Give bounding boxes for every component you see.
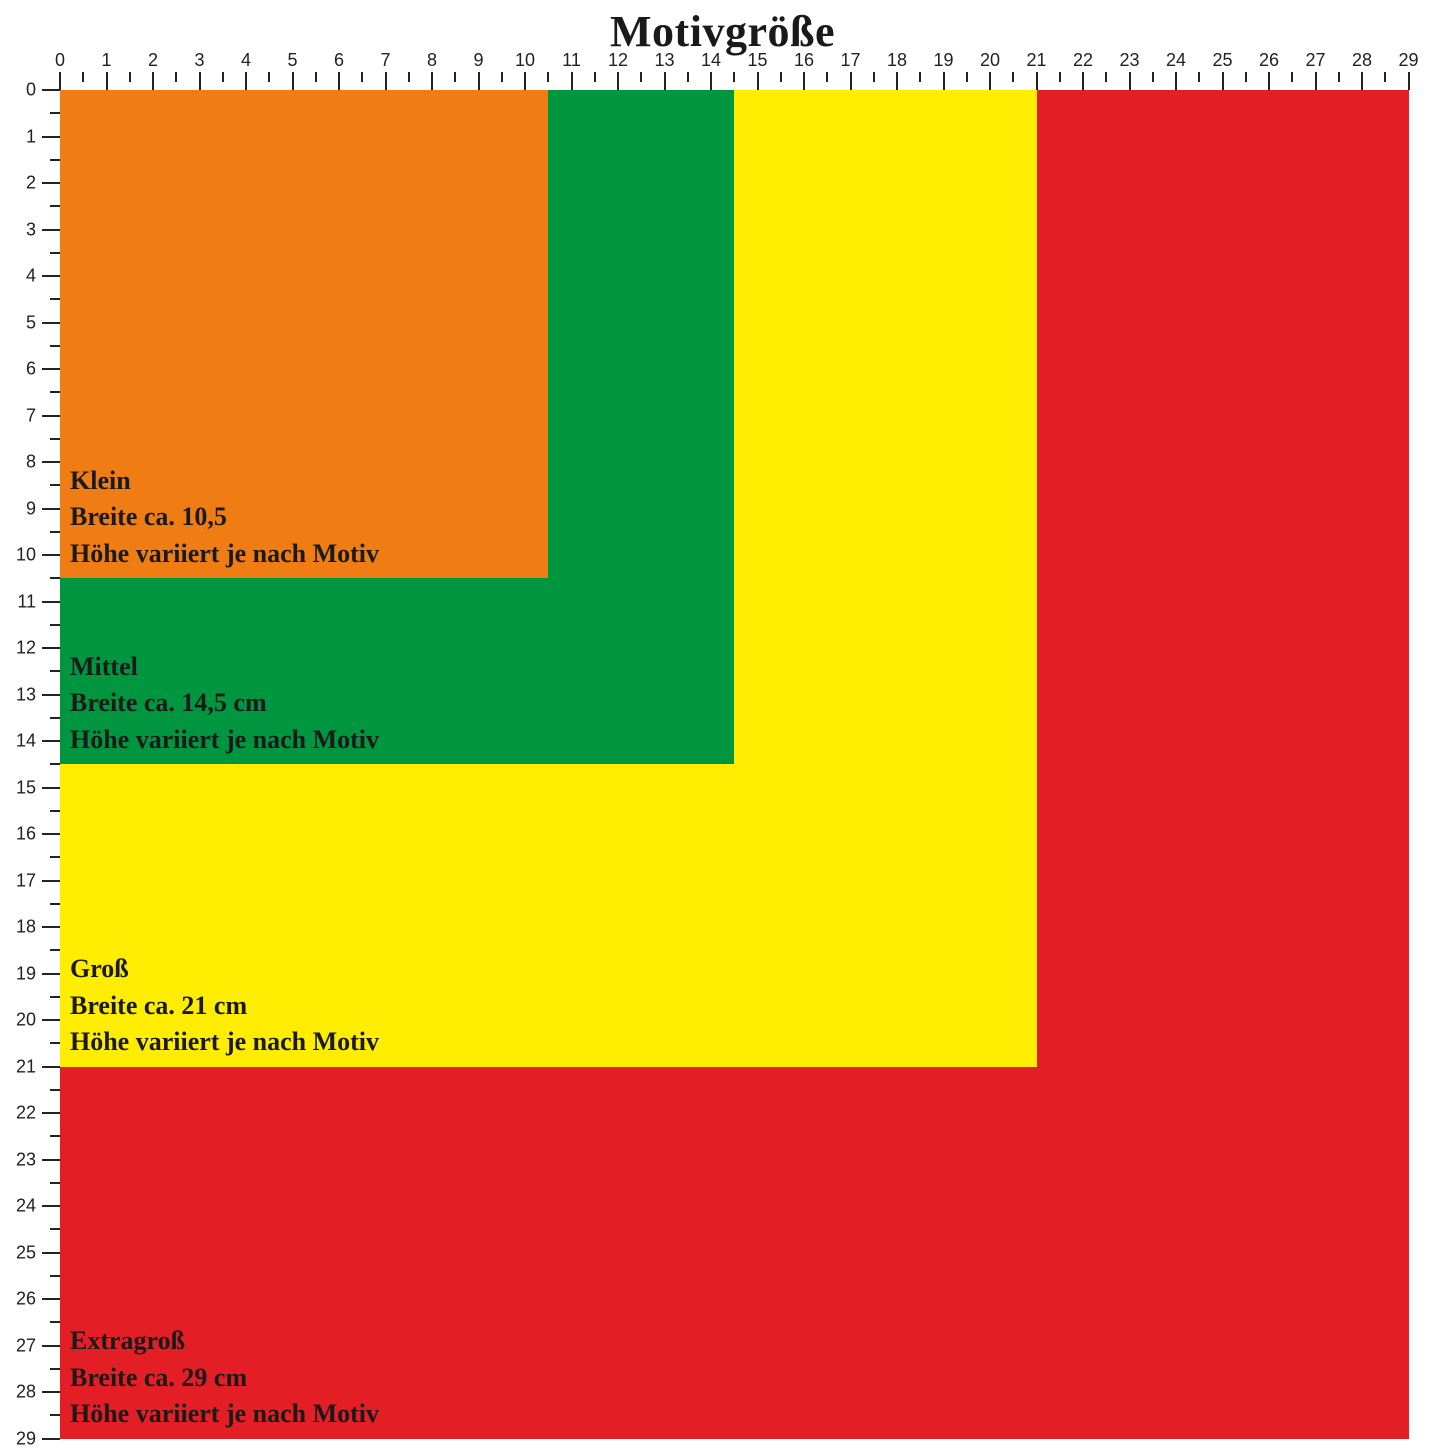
size-box-label: KleinBreite ca. 10,5Höhe variiert je nac… (70, 463, 379, 572)
label-name: Groß (70, 951, 379, 987)
label-width: Breite ca. 29 cm (70, 1360, 379, 1396)
label-width: Breite ca. 10,5 (70, 499, 379, 535)
label-name: Mittel (70, 649, 379, 685)
label-width: Breite ca. 14,5 cm (70, 685, 379, 721)
size-box-label: MittelBreite ca. 14,5 cmHöhe variiert je… (70, 649, 379, 758)
label-name: Klein (70, 463, 379, 499)
label-height: Höhe variiert je nach Motiv (70, 1396, 379, 1432)
label-height: Höhe variiert je nach Motiv (70, 536, 379, 572)
label-height: Höhe variiert je nach Motiv (70, 722, 379, 758)
size-box-label: ExtragroßBreite ca. 29 cmHöhe variiert j… (70, 1323, 379, 1432)
label-width: Breite ca. 21 cm (70, 988, 379, 1024)
size-box-klein: KleinBreite ca. 10,5Höhe variiert je nac… (60, 90, 548, 578)
size-box-label: GroßBreite ca. 21 cmHöhe variiert je nac… (70, 951, 379, 1060)
label-height: Höhe variiert je nach Motiv (70, 1024, 379, 1060)
label-name: Extragroß (70, 1323, 379, 1359)
